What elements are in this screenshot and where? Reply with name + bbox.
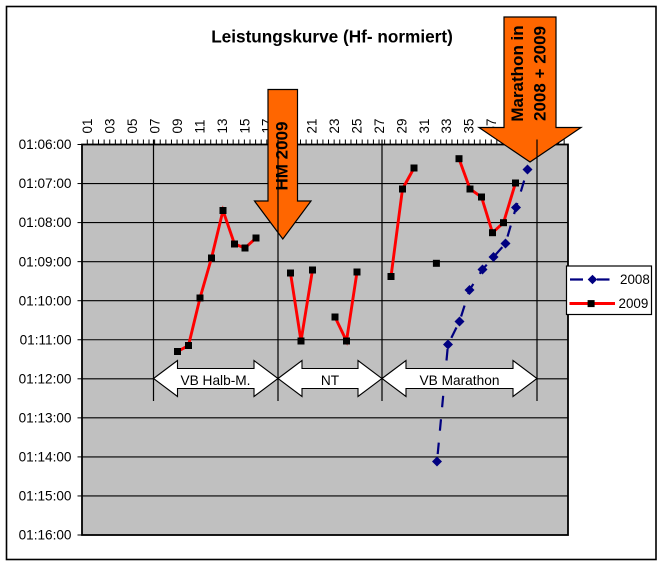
svg-text:09: 09	[170, 119, 185, 134]
svg-text:29: 29	[394, 119, 409, 134]
svg-text:01:07:00: 01:07:00	[19, 176, 72, 191]
svg-text:01:10:00: 01:10:00	[19, 293, 72, 308]
svg-text:21: 21	[305, 119, 320, 134]
svg-text:2008: 2008	[620, 272, 650, 287]
svg-text:03: 03	[103, 119, 118, 134]
svg-text:01:06:00: 01:06:00	[19, 137, 72, 152]
svg-text:01:13:00: 01:13:00	[19, 410, 72, 425]
svg-text:35: 35	[462, 119, 477, 134]
svg-text:05: 05	[125, 119, 140, 134]
svg-text:NT: NT	[321, 373, 340, 388]
svg-text:01:09:00: 01:09:00	[19, 254, 72, 269]
svg-text:27: 27	[372, 119, 387, 134]
svg-text:Marathon in: Marathon in	[508, 25, 527, 121]
svg-text:VB Marathon: VB Marathon	[420, 373, 500, 388]
svg-text:01:14:00: 01:14:00	[19, 450, 72, 465]
svg-text:01: 01	[80, 119, 95, 134]
svg-text:01:12:00: 01:12:00	[19, 371, 72, 386]
svg-text:11: 11	[192, 120, 207, 134]
svg-text:15: 15	[237, 119, 252, 134]
svg-text:01:15:00: 01:15:00	[19, 489, 72, 504]
svg-text:01:08:00: 01:08:00	[19, 215, 72, 230]
svg-text:VB Halb-M.: VB Halb-M.	[181, 373, 251, 388]
svg-text:31: 31	[417, 119, 432, 134]
svg-text:2008 + 2009: 2008 + 2009	[530, 26, 549, 121]
svg-text:07: 07	[148, 119, 163, 134]
svg-text:Leistungskurve (Hf- normiert): Leistungskurve (Hf- normiert)	[211, 27, 453, 47]
svg-text:13: 13	[215, 119, 230, 134]
svg-text:33: 33	[439, 119, 454, 134]
svg-text:2009: 2009	[619, 296, 649, 311]
svg-text:25: 25	[349, 119, 364, 134]
svg-text:01:11:00: 01:11:00	[20, 332, 72, 347]
svg-text:01:16:00: 01:16:00	[19, 528, 72, 543]
svg-text:HM 2009: HM 2009	[273, 122, 292, 191]
svg-text:23: 23	[327, 119, 342, 134]
